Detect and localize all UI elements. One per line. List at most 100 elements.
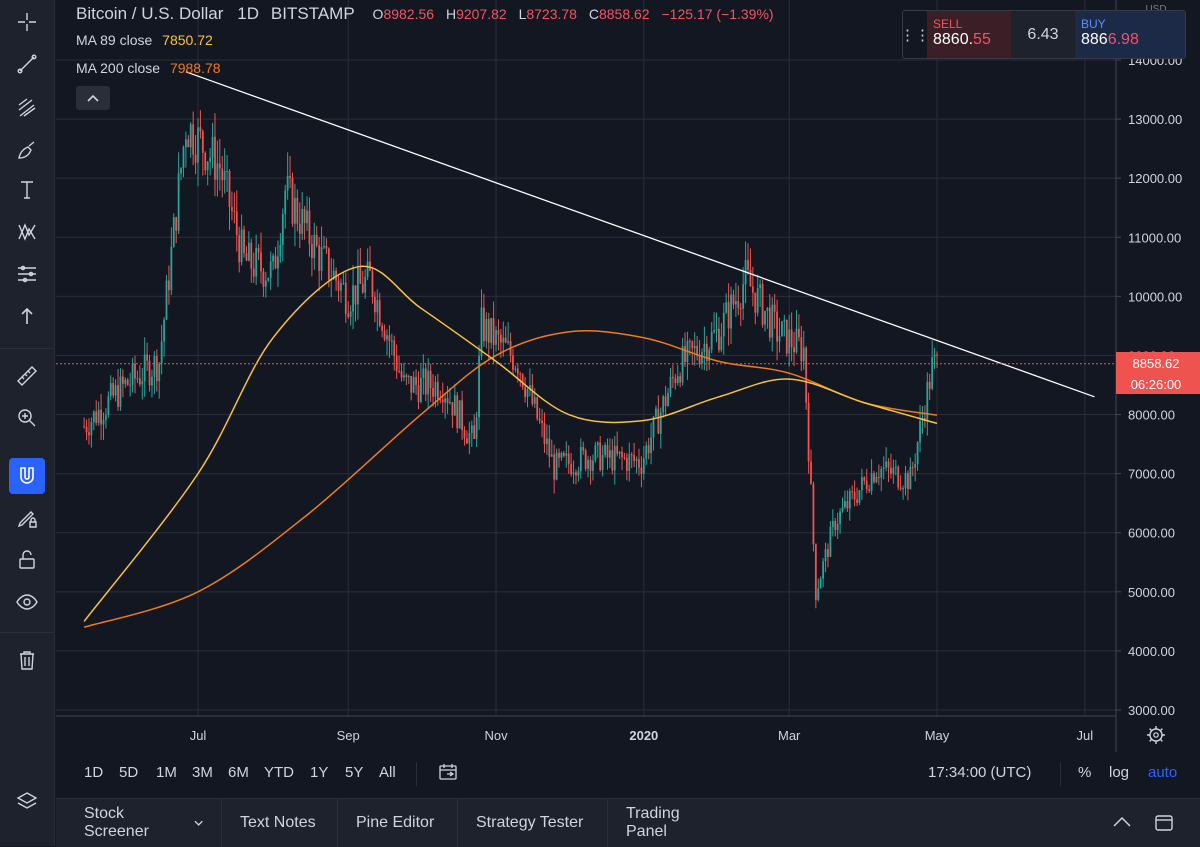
price-tick-label: 8000.00: [1128, 408, 1175, 423]
tab-text-notes[interactable]: Text Notes: [222, 799, 338, 847]
candle: [819, 576, 822, 589]
range-1m[interactable]: 1M: [156, 764, 177, 781]
candle: [412, 371, 415, 394]
lock-drawings-icon[interactable]: [9, 500, 45, 536]
ma89-line: [83, 265, 938, 622]
candle-body: [354, 285, 357, 305]
range-ytd[interactable]: YTD: [264, 764, 294, 781]
candle-body: [722, 312, 725, 337]
candle-body: [783, 319, 786, 322]
chart-area[interactable]: 14000.00 13000.00 12000.00 11000.00 10000.00…: [56, 0, 1200, 846]
text-icon[interactable]: [9, 172, 45, 208]
candle-body: [361, 283, 364, 293]
candle: [824, 542, 827, 573]
candle-body: [449, 402, 451, 404]
candle: [107, 391, 110, 418]
trash-icon[interactable]: [9, 642, 45, 678]
magnet-icon[interactable]: [9, 458, 45, 494]
range-1y[interactable]: 1Y: [310, 764, 329, 781]
brush-icon[interactable]: [9, 132, 45, 168]
go-to-date-icon[interactable]: [438, 762, 458, 787]
candle-body: [112, 383, 115, 396]
range-1d[interactable]: 1D: [84, 764, 104, 781]
trendline[interactable]: [185, 71, 1095, 398]
candle: [441, 382, 444, 414]
candle-body: [827, 549, 829, 557]
candle-body: [483, 307, 485, 341]
candle: [340, 278, 342, 303]
candle: [206, 160, 209, 186]
fib-icon[interactable]: [9, 90, 45, 126]
candle-body: [512, 355, 514, 370]
candle-body: [138, 378, 141, 385]
candle-body: [286, 175, 289, 191]
settings-gear-icon[interactable]: [1147, 726, 1165, 744]
candle: [131, 357, 134, 393]
range-5y[interactable]: 5Y: [345, 764, 364, 781]
candle-body: [291, 177, 294, 224]
symbol-name[interactable]: Bitcoin / U.S. Dollar: [76, 4, 224, 23]
auto-toggle[interactable]: auto: [1148, 764, 1178, 781]
candle-body: [860, 477, 863, 491]
range-5d[interactable]: 5D: [119, 764, 139, 781]
tab-pine-editor[interactable]: Pine Editor: [338, 799, 458, 847]
candle-body: [369, 261, 371, 271]
range-3m[interactable]: 3M: [192, 764, 213, 781]
candle: [902, 485, 904, 500]
trendline-icon[interactable]: [9, 46, 45, 82]
unlock-icon[interactable]: [9, 542, 45, 578]
chevron-up-icon[interactable]: [1112, 815, 1132, 834]
candle-body: [398, 371, 401, 373]
crosshair-icon[interactable]: [9, 4, 45, 40]
ma89-legend[interactable]: MA 89 close 7850.72: [76, 32, 213, 48]
candle-body: [92, 411, 95, 422]
candle-body: [119, 376, 122, 407]
candle-body: [577, 471, 580, 476]
arrow-icon[interactable]: [9, 298, 45, 334]
layers-icon[interactable]: [9, 784, 45, 820]
candle: [635, 456, 638, 474]
high-value: 9207.82: [456, 6, 507, 22]
candle: [221, 155, 224, 198]
maximize-icon[interactable]: [1154, 813, 1174, 838]
pattern-icon[interactable]: [9, 214, 45, 250]
interval[interactable]: 1D: [237, 4, 260, 23]
tab-stock-screener[interactable]: Stock Screener: [66, 799, 222, 847]
tab-trading-panel[interactable]: Trading Panel: [626, 805, 680, 840]
price-tick-label: 6000.00: [1128, 526, 1175, 541]
candle-body: [233, 211, 236, 213]
candle: [907, 470, 909, 501]
range-6m[interactable]: 6M: [228, 764, 249, 781]
candle-body: [189, 124, 192, 148]
candle: [114, 379, 117, 402]
eye-icon[interactable]: [9, 584, 45, 620]
candle: [771, 297, 774, 352]
percent-toggle[interactable]: %: [1078, 764, 1092, 781]
candle: [592, 454, 594, 481]
candle-body: [105, 414, 107, 420]
utc-clock[interactable]: 17:34:00 (UTC): [928, 764, 1032, 781]
candle-body: [538, 418, 541, 421]
zoom-icon[interactable]: [9, 400, 45, 436]
range-all[interactable]: All: [379, 764, 396, 781]
buy-button[interactable]: BUY 8866.98: [1075, 11, 1185, 58]
price-chart[interactable]: 14000.0013000.0012000.0011000.0010000.00…: [56, 0, 1200, 752]
candle-body: [405, 375, 408, 377]
ruler-icon[interactable]: [9, 358, 45, 394]
candle: [579, 438, 582, 479]
log-toggle[interactable]: log: [1109, 764, 1130, 781]
drag-handle-icon[interactable]: ⋮⋮: [902, 26, 930, 44]
chevron-up-icon[interactable]: [76, 86, 110, 110]
candle: [810, 449, 812, 485]
candle-body: [638, 459, 640, 468]
candle-body: [710, 332, 713, 350]
candle: [349, 305, 352, 326]
candle-body: [807, 402, 810, 462]
candle: [931, 340, 934, 391]
tab-strategy-tester[interactable]: Strategy Tester: [458, 799, 608, 847]
ma200-legend[interactable]: MA 200 close 7988.78: [76, 60, 221, 76]
sell-button[interactable]: SELL 8860.55: [927, 11, 1011, 58]
candle-body: [805, 347, 808, 403]
prediction-icon[interactable]: [9, 256, 45, 292]
candle: [337, 275, 340, 302]
